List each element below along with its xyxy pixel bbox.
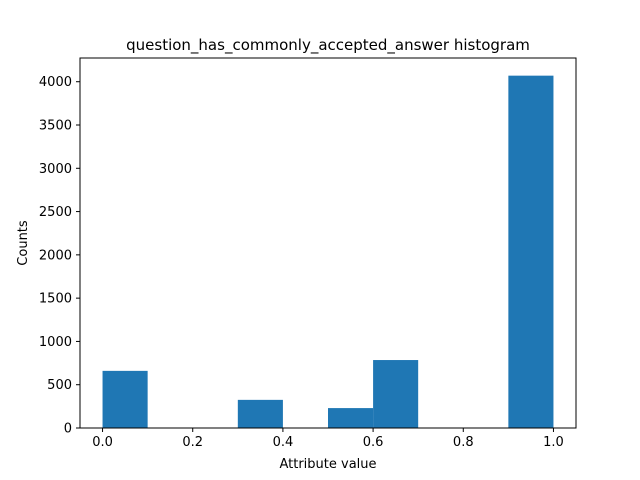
- bars-layer: [102, 75, 554, 428]
- y-axis-label: Counts: [16, 220, 31, 266]
- plot-frame: [79, 57, 577, 429]
- y-tick-label: 500: [47, 378, 72, 393]
- y-tick-label: 0: [64, 422, 72, 437]
- histogram-bar: [328, 408, 374, 428]
- x-tick-label: 0.8: [453, 435, 474, 450]
- y-tick-label: 2000: [39, 248, 72, 263]
- x-axis-ticks: 0.0 0.2 0.4 0.6 0.8 1.0: [92, 428, 564, 450]
- histogram-bar: [508, 75, 554, 428]
- x-tick-label: 0.4: [273, 435, 294, 450]
- x-tick-label: 0.0: [92, 435, 113, 450]
- histogram-bar: [373, 360, 419, 428]
- y-tick-label: 3000: [39, 162, 72, 177]
- y-axis-ticks: 0 500 1000 1500 2000 2500 3000 3500 4000: [39, 75, 80, 437]
- histogram-bar: [237, 399, 283, 428]
- y-tick-label: 1000: [39, 335, 72, 350]
- histogram-bar: [102, 370, 148, 428]
- y-tick-label: 3500: [39, 119, 72, 134]
- x-axis-label: Attribute value: [279, 457, 376, 472]
- y-tick-label: 1500: [39, 292, 72, 307]
- y-tick-label: 4000: [39, 75, 72, 90]
- x-tick-label: 0.2: [182, 435, 203, 450]
- x-tick-label: 1.0: [543, 435, 564, 450]
- x-tick-label: 0.6: [363, 435, 384, 450]
- chart-title: question_has_commonly_accepted_answer hi…: [126, 36, 530, 55]
- y-tick-label: 2500: [39, 205, 72, 220]
